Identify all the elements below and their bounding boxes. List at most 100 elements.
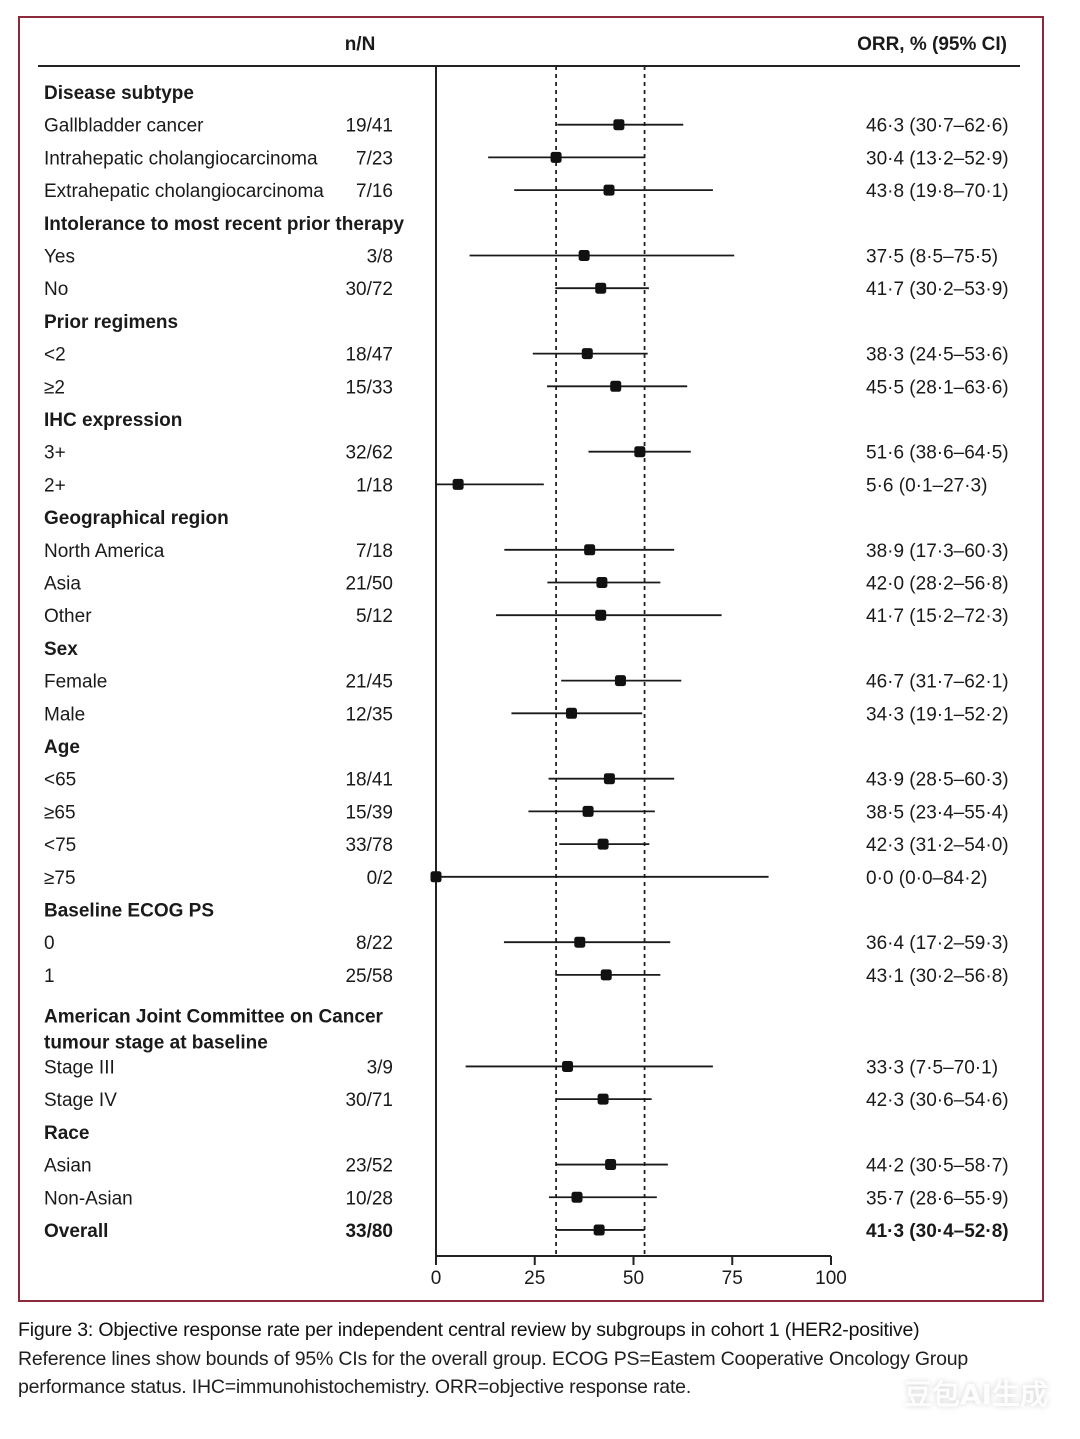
subgroup-label: <2: [44, 345, 66, 366]
estimate-value: 5·6 (0·1–27·3): [866, 475, 987, 496]
subgroup-label: 3+: [44, 443, 66, 464]
count-value: 5/12: [356, 606, 393, 627]
subgroup-label: Male: [44, 704, 85, 725]
count-value: 3/8: [367, 247, 393, 268]
point-estimate: [581, 348, 593, 360]
x-tick-label: 0: [431, 1268, 442, 1289]
subgroup-label: No: [44, 279, 68, 300]
forest-plot: n/N ORR, % (95% CI) Disease subtype Gallbla…: [38, 34, 1020, 1289]
point-estimate: [634, 446, 646, 458]
estimate-value: 46·7 (31·7–62·1): [866, 672, 1009, 693]
count-value: 7/23: [356, 148, 393, 169]
subgroup-label: 2+: [44, 475, 66, 496]
count-value: 12/35: [345, 704, 393, 725]
estimate-value: 35·7 (28·6–55·9): [866, 1188, 1009, 1209]
caption-title: Figure 3: Objective response rate per in…: [18, 1319, 920, 1341]
point-estimate: [562, 1060, 574, 1072]
point-estimate: [596, 577, 608, 588]
count-value: 8/22: [356, 933, 393, 954]
point-estimate: [452, 478, 464, 490]
count-value: 23/52: [345, 1156, 393, 1177]
group-label: American Joint Committee on Cancer: [44, 1007, 384, 1028]
estimate-value: 38·5 (23·4–55·4): [866, 802, 1009, 823]
point-estimate: [593, 1224, 605, 1236]
count-value: 18/41: [345, 770, 393, 791]
estimate-value: 43·1 (30·2–56·8): [866, 966, 1009, 987]
subgroup-label: <75: [44, 835, 76, 856]
estimate-value: 43·9 (28·5–60·3): [866, 770, 1009, 791]
x-tick-label: 25: [524, 1268, 545, 1289]
group-label: Intolerance to most recent prior therapy: [44, 214, 404, 235]
count-value: 21/45: [345, 672, 393, 693]
count-value: 18/47: [345, 345, 393, 366]
overall-label: Overall: [44, 1221, 108, 1242]
caption-body: Reference lines show bounds of 95% CIs f…: [18, 1347, 969, 1399]
estimate-value: 0·0 (0·0–84·2): [866, 868, 987, 889]
count-value: 33/80: [345, 1221, 393, 1242]
subgroup-label: 0: [44, 933, 55, 954]
estimate-value: 38·3 (24·5–53·6): [866, 345, 1009, 366]
estimate-value: 34·3 (19·1–52·2): [866, 704, 1009, 725]
subgroup-label: Female: [44, 672, 107, 693]
subgroup-label: Asian: [44, 1156, 92, 1177]
estimate-value: 41·7 (15·2–72·3): [866, 606, 1009, 627]
estimate-value: 43·8 (19·8–70·1): [866, 181, 1009, 202]
group-label: Age: [44, 737, 80, 758]
count-value: 0/2: [367, 868, 393, 889]
count-value: 19/41: [345, 116, 393, 137]
group-label: Disease subtype: [44, 83, 194, 104]
count-value: 25/58: [345, 966, 393, 987]
estimate-value: 33·3 (7·5–70·1): [866, 1057, 998, 1078]
estimate-value: 30·4 (13·2–52·9): [866, 148, 1009, 169]
point-estimate: [578, 250, 590, 261]
estimate-value: 45·5 (28·1–63·6): [866, 377, 1009, 398]
point-estimate: [430, 871, 442, 883]
subgroup-label: Extrahepatic cholangiocarcinoma: [44, 181, 324, 202]
x-tick-label: 50: [623, 1268, 644, 1289]
figure-caption: Figure 3: Objective response rate per in…: [18, 1316, 1058, 1402]
header-count: n/N: [345, 34, 376, 55]
point-estimate: [597, 1093, 609, 1105]
count-value: 7/16: [356, 181, 393, 202]
subgroup-label: North America: [44, 541, 165, 562]
estimate-value: 42·3 (30·6–54·6): [866, 1090, 1009, 1111]
header-estimate: ORR, % (95% CI): [857, 34, 1007, 55]
count-value: 3/9: [367, 1057, 393, 1078]
group-label: Geographical region: [44, 508, 229, 529]
count-value: 21/50: [345, 574, 393, 595]
estimate-value: 51·6 (38·6–64·5): [866, 443, 1009, 464]
count-value: 33/78: [345, 835, 393, 856]
subgroup-label: Other: [44, 606, 92, 627]
point-estimate: [614, 675, 626, 687]
subgroup-label: Gallbladder cancer: [44, 116, 204, 137]
count-value: 15/39: [345, 802, 393, 823]
subgroup-label: 1: [44, 966, 55, 987]
subgroup-label: Intrahepatic cholangiocarcinoma: [44, 148, 318, 169]
estimate-value: 44·2 (30·5–58·7): [866, 1156, 1009, 1177]
group-label: IHC expression: [44, 410, 182, 431]
count-value: 32/62: [345, 443, 393, 464]
group-label-line2: tumour stage at baseline: [44, 1033, 268, 1054]
subgroup-label: Stage IV: [44, 1090, 117, 1111]
point-estimate: [595, 609, 607, 621]
estimate-value: 37·5 (8·5–75·5): [866, 247, 998, 268]
subgroup-label: ≥65: [44, 802, 76, 823]
point-estimate: [610, 380, 622, 392]
estimate-value: 42·3 (31·2–54·0): [866, 835, 1009, 856]
estimate-value: 46·3 (30·7–62·6): [866, 116, 1009, 137]
estimate-value: 36·4 (17·2–59·3): [866, 933, 1009, 954]
count-value: 30/71: [345, 1090, 393, 1111]
point-estimate: [582, 805, 594, 817]
count-value: 1/18: [356, 475, 393, 496]
point-estimate: [597, 838, 609, 850]
count-value: 15/33: [345, 377, 393, 398]
point-estimate: [571, 1191, 583, 1203]
subgroup-label: Yes: [44, 247, 75, 268]
point-estimate: [565, 707, 577, 719]
subgroup-label: <65: [44, 770, 76, 791]
subgroup-label: Asia: [44, 574, 81, 595]
count-value: 7/18: [356, 541, 393, 562]
group-label: Sex: [44, 639, 78, 660]
point-estimate: [613, 119, 625, 131]
subgroup-label: ≥75: [44, 868, 76, 889]
